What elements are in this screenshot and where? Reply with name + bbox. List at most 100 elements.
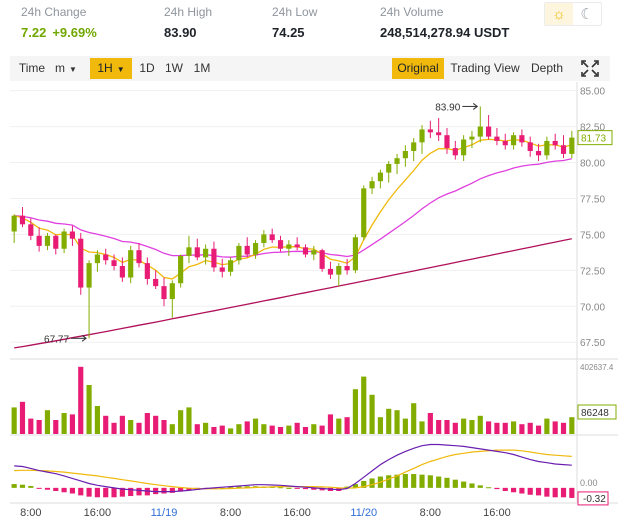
tab-trading-view[interactable]: Trading View [450, 61, 520, 75]
stat-value: 7.22 +9.69% [21, 23, 97, 43]
volume-bar [169, 424, 175, 434]
candle-body [19, 215, 26, 225]
macd-dea-line [14, 449, 572, 490]
stat-label: 24h Volume [380, 5, 444, 19]
candle-body [211, 248, 217, 268]
volume-bar [486, 421, 492, 434]
volume-bar [311, 424, 317, 434]
volume-bar [94, 406, 100, 434]
volume-bar [369, 394, 375, 434]
volume-bar [36, 420, 42, 434]
volume-bar [402, 418, 408, 434]
price-tick-label: 72.50 [580, 266, 605, 277]
macd-histogram-bar [477, 485, 483, 488]
current-volume-tag [577, 404, 617, 420]
candle-body [510, 135, 517, 146]
candle-body [569, 137, 575, 154]
macd-histogram-bar [311, 487, 317, 490]
tab-original[interactable]: Original [392, 58, 444, 79]
candle-body [203, 248, 209, 258]
macd-histogram-bar [444, 477, 450, 488]
candle-body [86, 263, 92, 288]
time-label: Time [18, 61, 46, 75]
candle-body [269, 234, 275, 241]
volume-bar [560, 422, 567, 434]
candle-body [469, 136, 475, 140]
macd-histogram-bar [61, 487, 67, 493]
candle-body [386, 163, 392, 173]
candle-body [69, 231, 76, 239]
candle-body [519, 135, 525, 143]
candle-body [319, 250, 325, 269]
tab-depth[interactable]: Depth [530, 61, 564, 75]
volume-bar [569, 417, 575, 434]
time-tick-label: 16:00 [283, 507, 311, 519]
candle-body [136, 250, 142, 264]
volume-bar [302, 427, 309, 434]
candle-body [427, 129, 433, 133]
volume-bar [227, 428, 234, 434]
volume-bar [494, 422, 500, 434]
volume-bar [144, 413, 150, 434]
kline-chart[interactable]: 85.00 82.50 80.00 77.50 75.00 72.50 70.00 67.50… [0, 82, 618, 520]
macd-histogram-bar [294, 487, 300, 489]
candle-body [294, 244, 300, 248]
candle-body [302, 247, 309, 255]
moon-icon[interactable]: ☾ [580, 6, 594, 23]
fullscreen-button[interactable] [578, 56, 602, 81]
interval-1w[interactable]: 1W [165, 61, 183, 75]
ma99-line [14, 238, 572, 349]
hour-interval-dropdown[interactable]: 1H ▼ [90, 58, 132, 79]
volume-bar [461, 418, 467, 434]
candle-body [178, 255, 184, 284]
candle-body [144, 263, 150, 279]
sun-icon[interactable]: ☼ [545, 3, 573, 25]
volume-bar [502, 422, 508, 434]
candle-body [444, 135, 450, 149]
candle-body [394, 158, 400, 164]
macd-histogram-bar [319, 487, 325, 491]
kline-chart-canvas[interactable]: 85.00 82.50 80.00 77.50 75.00 72.50 70.00 67.50… [0, 82, 618, 520]
candle-body [128, 250, 134, 278]
candle-body [535, 151, 542, 156]
candle-body [194, 247, 200, 258]
current-volume-label: 86248 [581, 408, 609, 419]
high-marker-label: 83.90 [435, 102, 460, 113]
volume-bar [535, 425, 542, 434]
volume-bar [269, 425, 275, 434]
volume-bar [444, 420, 450, 434]
low-marker-label: 67.77 [44, 334, 69, 345]
price-tick-label: 77.50 [580, 194, 605, 205]
candle-body [560, 145, 567, 154]
macd-histogram-bar [302, 487, 309, 490]
candle-body [111, 260, 117, 266]
interval-1m[interactable]: 1M [193, 61, 211, 75]
macd-histogram-bar [11, 484, 17, 488]
macd-histogram-bar [86, 487, 92, 497]
expand-icon [581, 60, 599, 77]
volume-bar [203, 422, 209, 434]
volume-bar [552, 421, 558, 434]
volume-bar [69, 414, 76, 434]
stat-label: 24h High [164, 5, 213, 19]
volume-bar [336, 418, 342, 434]
arrow-right-icon [81, 334, 87, 342]
interval-1d[interactable]: 1D [139, 61, 155, 75]
candle-body [502, 140, 508, 146]
minute-interval-dropdown[interactable]: m ▼ [52, 58, 80, 79]
macd-histogram-bar [552, 487, 558, 498]
theme-toggle[interactable]: ☼ ☾ [544, 2, 602, 26]
volume-bar [394, 410, 400, 434]
volume-bar [527, 422, 533, 434]
volume-bar [469, 420, 475, 434]
candle-body [419, 129, 425, 143]
volume-bar [252, 418, 259, 434]
candle-body [44, 235, 51, 246]
candle-body [161, 286, 167, 300]
macd-histogram-bar [286, 487, 292, 489]
candle-body [494, 136, 500, 141]
macd-histogram-bar [169, 487, 175, 493]
candle-body [36, 235, 42, 246]
macd-histogram-bar [544, 487, 550, 497]
candle-body [169, 283, 175, 300]
